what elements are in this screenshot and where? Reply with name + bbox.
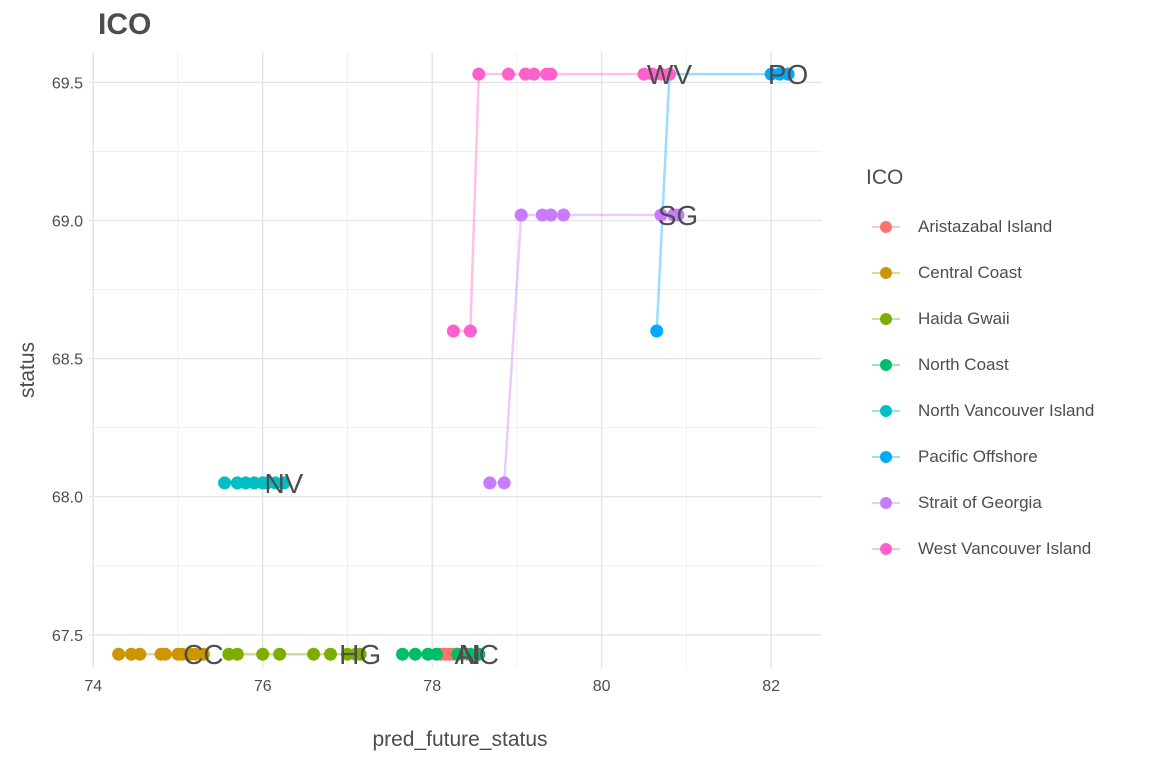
y-tick-label: 69.5 [52,75,83,92]
data-point [324,647,338,661]
data-point [650,324,664,338]
data-point [230,647,244,661]
legend-label: West Vancouver Island [918,539,1092,558]
legend-label: North Coast [918,355,1009,374]
legend-item: West Vancouver Island [866,526,1094,572]
x-axis-title: pred_future_status [372,728,547,751]
legend-key-dot [880,221,892,233]
legend-title: ICO [866,166,904,189]
legend-item: Central Coast [866,250,1094,296]
data-point [196,647,210,661]
legend-key [866,538,906,560]
data-point [463,324,477,338]
series-end-label: PO [768,59,808,90]
data-point [527,67,541,81]
data-point [112,647,126,661]
data-point [273,647,287,661]
legend-key-dot [880,451,892,463]
series-end-label: SG [658,200,698,231]
data-point [472,67,486,81]
data-point [544,208,558,222]
data-point [662,67,676,81]
data-point [133,647,147,661]
legend-item: Haida Gwaii [866,296,1094,342]
data-point [483,476,497,490]
legend: ICO Aristazabal Island Central Coast Haida… [866,166,1094,572]
data-point [446,324,460,338]
legend-key-dot [880,405,892,417]
legend-label: Aristazabal Island [918,217,1053,236]
legend-key-dot [880,359,892,371]
legend-item: Strait of Georgia [866,480,1094,526]
data-point [256,647,270,661]
data-point [544,67,558,81]
data-point [557,208,571,222]
y-axis-title: status [16,342,39,398]
data-point [472,647,486,661]
y-tick-label: 68.5 [52,352,83,369]
legend-key [866,216,906,238]
y-tick-label: 69.0 [52,214,83,231]
x-tick-label: 78 [423,678,441,695]
legend-key-dot [880,267,892,279]
legend-item: Pacific Offshore [866,434,1094,480]
y-tick-label: 68.0 [52,490,83,507]
chart-title: ICO [98,8,152,41]
legend-key [866,492,906,514]
data-point [307,647,321,661]
x-tick-label: 82 [762,678,780,695]
legend-key-dot [880,543,892,555]
series-end-label: WV [647,59,692,90]
legend-key-dot [880,313,892,325]
series-end-label: NC [459,639,499,670]
data-point [654,208,668,222]
data-point [396,647,410,661]
legend-key [866,446,906,468]
y-tick-label: 67.5 [52,628,83,645]
series-layer [112,67,795,661]
data-point [671,208,685,222]
legend-label: Strait of Georgia [918,493,1042,512]
data-point [781,67,795,81]
data-point [408,647,422,661]
data-point [353,647,367,661]
series-end-label: HG [339,639,381,670]
legend-item: North Vancouver Island [866,388,1094,434]
legend-key [866,262,906,284]
legend-key-dot [880,497,892,509]
data-point [429,647,443,661]
x-tick-label: 76 [254,678,272,695]
series-end-label: NV [264,468,303,499]
x-tick-label: 74 [84,678,102,695]
data-point [158,647,172,661]
legend-key [866,400,906,422]
grid-layer [89,52,822,668]
legend-label: North Vancouver Island [918,401,1095,420]
legend-item: Aristazabal Island [866,204,1094,250]
data-point [451,647,465,661]
legend-key [866,308,906,330]
legend-label: Pacific Offshore [918,447,1038,466]
legend-items: Aristazabal Island Central Coast Haida Gwa… [866,204,1094,572]
legend-key [866,354,906,376]
data-point [497,476,511,490]
legend-item: North Coast [866,342,1094,388]
series-end-label: AI [455,639,481,670]
data-point [501,67,515,81]
data-point [277,476,291,490]
x-tick-label: 80 [593,678,611,695]
legend-label: Haida Gwaii [918,309,1010,328]
data-point [218,476,232,490]
tick-layer: 74 76 78 80 82 67.5 68.0 68.5 69.0 69.5 [52,75,780,695]
series-end-label: CC [183,639,223,670]
legend-label: Central Coast [918,263,1022,282]
series-line [453,72,670,333]
data-point [514,208,528,222]
end-label-layer: AI CC HG NC NV PO SG WV [183,59,808,670]
series-line [489,213,678,485]
